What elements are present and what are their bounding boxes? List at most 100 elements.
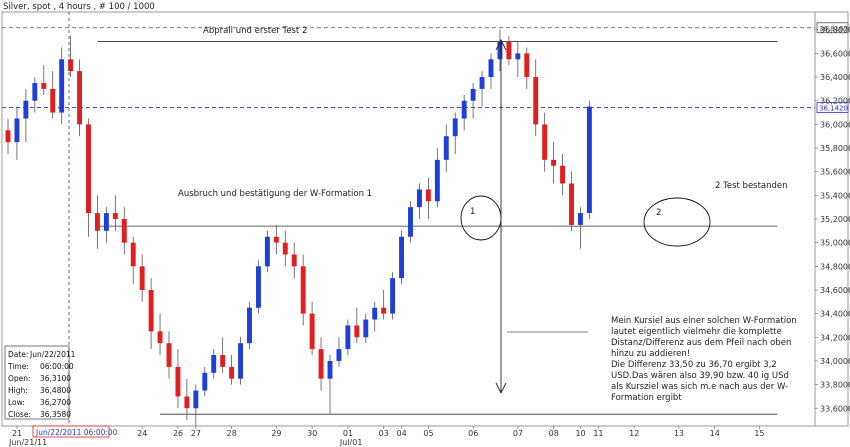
price-tag-box: [816, 102, 849, 113]
y-tick-label: 34,6000: [820, 286, 850, 295]
candle-down: [166, 343, 172, 367]
candle-down: [77, 71, 83, 125]
annotation-top: Abprall und erster Test 2: [203, 26, 307, 36]
candle-down: [506, 41, 512, 60]
candle-down: [130, 242, 136, 267]
candle-up: [255, 266, 261, 308]
y-tick-label: 33,6000: [820, 404, 850, 413]
candle-up: [238, 343, 244, 379]
candle-up: [479, 77, 485, 89]
x-tick-label: 10: [575, 429, 585, 438]
y-tick-label: 33,8000: [820, 381, 850, 390]
x-tick-label: 01: [343, 429, 353, 438]
candle-down: [229, 366, 235, 379]
circle-marker-2: [643, 197, 711, 247]
horizontal-lines: 36,8167 36,1420: [2, 22, 849, 415]
candle-down: [184, 396, 190, 409]
candle-down: [551, 159, 557, 166]
x-tick-label: 30: [307, 429, 317, 438]
candle-up: [363, 319, 369, 338]
x-tick-label: 26: [173, 429, 183, 438]
data-window-value: Jun/22/2011: [29, 350, 76, 359]
y-tick-label: 34,4000: [820, 310, 850, 319]
note-line: hinzu zu addieren!: [611, 349, 690, 359]
candle-down: [560, 165, 566, 184]
x-tick-label: 07: [513, 429, 523, 438]
price-axis: [814, 11, 849, 427]
data-window-value: 06:00:00: [40, 362, 74, 371]
x-tick-label: 13: [674, 429, 684, 438]
note-line: lautet eigentlich vielmehr die komplette: [611, 327, 782, 337]
y-tick-label: 35,6000: [820, 168, 850, 177]
data-window-label: High:: [8, 386, 28, 395]
y-tick-label: 36,6000: [820, 49, 850, 58]
candle-down: [425, 189, 431, 202]
data-window-value: 36,3580: [40, 410, 71, 419]
candle-up: [515, 53, 521, 60]
candle-up: [336, 349, 342, 361]
note-line: Die Differenz 33,50 zu 36,70 ergibt 3,2: [611, 360, 777, 370]
cursor-label-box: [32, 425, 110, 438]
annotations: Abprall und erster Test 2 Ausbruch und b…: [178, 26, 797, 403]
x-tick-label: 27: [191, 429, 201, 438]
note-line: Formation ergibt: [611, 393, 682, 403]
candle-up: [327, 360, 333, 379]
candle-up: [488, 59, 494, 78]
candle-down: [86, 124, 91, 214]
candle-down: [524, 53, 530, 78]
x-tick-label: 03: [379, 429, 389, 438]
x-axis-labels: 21 24 26 27 28 29 30 01 03 04 05 06 07 08 10 11 12 13 14 15…: [8, 426, 765, 447]
candle-up: [264, 236, 270, 267]
x-sub-label: Jun/21/11: [8, 438, 47, 447]
x-tick-label: 14: [710, 429, 720, 438]
candle-down: [157, 331, 163, 344]
candle-down: [569, 183, 574, 225]
circle-label-2: 2: [656, 208, 661, 218]
y-tick-label: 36,2000: [820, 97, 850, 106]
candles: [5, 29, 592, 426]
y-tick-label: 35,0000: [820, 239, 850, 248]
x-tick-label: 28: [227, 429, 237, 438]
x-tick-label: 21: [12, 429, 22, 438]
data-window-label: Low:: [8, 398, 25, 407]
candle-down: [148, 289, 154, 332]
annotation-test2: 2 Test bestanden: [715, 181, 788, 191]
candle-down: [273, 236, 279, 243]
candle-down: [542, 124, 548, 160]
x-tick-label: 24: [137, 429, 147, 438]
arrow-head-up: [495, 38, 507, 51]
candle-up: [202, 372, 208, 391]
data-window-value: 36,3100: [40, 374, 71, 383]
candle-up: [577, 213, 583, 225]
candle-down: [175, 366, 181, 397]
x-tick-label: 29: [271, 429, 281, 438]
note-line: USD.Das wären also 39,90 bzw. 40 ig USd: [611, 371, 789, 381]
candle-up: [32, 82, 38, 101]
candle-up: [372, 307, 378, 320]
candle-up: [443, 136, 449, 160]
arrow-head-down: [495, 382, 507, 395]
y-tick-label: 34,8000: [820, 262, 850, 271]
candle-up: [461, 100, 467, 119]
note-text: Mein Kursiel aus einer solchen W-Formati…: [611, 316, 797, 403]
candle-down: [68, 59, 74, 72]
x-tick-label: 04: [397, 429, 407, 438]
x-tick-label: 12: [629, 429, 639, 438]
y-tick-label: 35,4000: [820, 191, 850, 200]
candle-down: [291, 254, 297, 267]
candle-up: [193, 390, 199, 409]
data-window-frame: [4, 345, 70, 420]
data-window-label: Time:: [7, 362, 29, 371]
circle-label-1: 1: [470, 207, 475, 217]
candle-down: [381, 307, 387, 314]
data-window-label: Close:: [8, 410, 31, 419]
candle-up: [59, 59, 65, 113]
x-tick-label: 06: [468, 429, 478, 438]
x-sub-label: Jul/01: [339, 438, 363, 447]
y-tick-label: 35,2000: [820, 215, 850, 224]
data-window-value: 36,4800: [40, 386, 71, 395]
y-tick-label: 35,8000: [820, 144, 850, 153]
y-axis-labels: 36,8000 36,6000 36,4000 36,2000 36,0000 35,80…: [815, 26, 850, 413]
